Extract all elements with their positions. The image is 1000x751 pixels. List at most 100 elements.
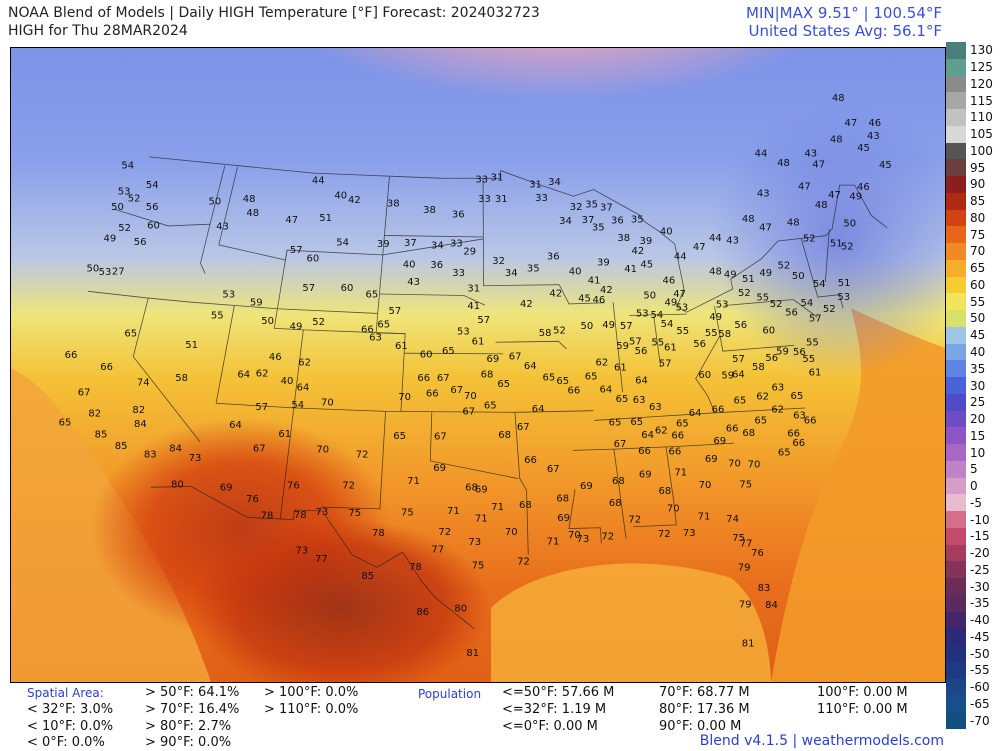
temperature-label: 52 — [778, 261, 791, 272]
temperature-label: 76 — [287, 480, 300, 491]
temperature-label: 72 — [356, 450, 369, 461]
temperature-label: 45 — [857, 143, 870, 154]
temperature-label: 50 — [209, 197, 222, 208]
pop-le32: <=32°F: 1.19 M — [502, 702, 607, 717]
temperature-label: 51 — [742, 274, 755, 285]
temperature-label: 55 — [705, 328, 718, 339]
temperature-label: 65 — [676, 419, 689, 430]
temperature-label: 60 — [147, 220, 160, 231]
temperature-label: 29 — [463, 247, 476, 258]
temperature-label: 55 — [806, 338, 819, 349]
temperature-label: 72 — [601, 531, 614, 542]
colorbar-swatch — [946, 209, 966, 227]
colorbar-tick-label: 110 — [970, 110, 993, 125]
temperature-label: 31 — [529, 180, 542, 191]
temperature-label: 69 — [713, 436, 726, 447]
stat-lt32: < 32°F: 3.0% — [27, 702, 114, 717]
atlantic-warm-area — [771, 308, 945, 682]
temperature-label: 60 — [420, 350, 433, 361]
state-line-wa-id — [200, 165, 226, 274]
temperature-label: 63 — [793, 410, 806, 421]
temperature-label: 79 — [738, 562, 751, 573]
temperature-label: 85 — [95, 429, 108, 440]
colorbar-swatch — [946, 410, 966, 428]
colorbar-swatch — [946, 109, 966, 127]
state-borders — [88, 156, 888, 630]
temperature-label: 46 — [857, 182, 870, 193]
pop-le0: <=0°F: 0.00 M — [502, 719, 598, 734]
colorbar-tick-label: 105 — [970, 127, 993, 142]
pop-80: 80°F: 17.36 M — [659, 702, 750, 717]
colorbar-tick-label: 15 — [970, 428, 986, 443]
temperature-label: 71 — [475, 514, 488, 525]
colorbar-tick-label: 25 — [970, 395, 986, 410]
temperature-label: 69 — [487, 354, 500, 365]
colorbar-swatch — [946, 226, 966, 244]
temperature-label: 67 — [437, 373, 450, 384]
colorbar-tick-label: 95 — [970, 160, 986, 175]
colorbar-swatch — [946, 393, 966, 412]
temperature-label: 47 — [759, 222, 772, 233]
temperature-label: 66 — [361, 325, 374, 336]
temperature-label: 67 — [462, 406, 475, 417]
temperature-label: 41 — [467, 301, 480, 312]
colorbar-tick-label: 55 — [970, 294, 986, 309]
temperature-label: 76 — [246, 494, 259, 505]
temperature-label: 75 — [348, 508, 361, 519]
temperature-label: 54 — [661, 319, 674, 330]
temperature-label: 48 — [787, 217, 800, 228]
temperature-label: 53 — [716, 300, 729, 311]
temperature-label: 53 — [636, 309, 649, 320]
colorbar-tick-label: 75 — [970, 227, 986, 242]
temperature-label: 41 — [588, 276, 601, 287]
temperature-label: 67 — [78, 388, 91, 399]
temperature-label: 49 — [709, 312, 722, 323]
colorbar-swatch — [946, 159, 966, 177]
colorbar-swatch — [946, 360, 966, 378]
temperature-label: 47 — [845, 118, 858, 129]
temperature-label: 43 — [407, 277, 420, 288]
temperature-label: 70 — [728, 459, 741, 470]
temperature-label: 49 — [849, 191, 862, 202]
state-line-ca-nv — [132, 297, 201, 442]
temperature-label: 61 — [278, 429, 291, 440]
pop-100: 100°F: 0.00 M — [817, 685, 908, 700]
temperature-label: 34 — [505, 268, 518, 279]
colorbar-tick-label: -65 — [970, 696, 990, 711]
temperature-label: 64 — [237, 370, 250, 381]
temperature-label: 49 — [290, 322, 303, 333]
temperature-label: 39 — [640, 236, 653, 247]
pop-90: 90°F: 0.00 M — [659, 719, 742, 734]
temperature-label: 68 — [609, 498, 622, 509]
colorbar-tick-label: -60 — [970, 680, 990, 695]
temperature-label: 64 — [229, 420, 242, 431]
temperature-label: 39 — [597, 258, 610, 269]
temperature-label: 46 — [868, 118, 881, 129]
temperature-label: 57 — [809, 313, 822, 324]
pop-110: 110°F: 0.00 M — [817, 702, 908, 717]
temperature-label: 71 — [447, 506, 460, 517]
temperature-label: 43 — [726, 235, 739, 246]
temperature-label: 48 — [742, 214, 755, 225]
state-line-wv — [695, 335, 721, 413]
temperature-label: 70 — [568, 530, 581, 541]
temperature-label: 50 — [792, 271, 805, 282]
temperature-label: 51 — [830, 239, 843, 250]
temperature-label: 51 — [838, 278, 851, 289]
temperature-label: 54 — [651, 310, 664, 321]
temperature-label: 57 — [255, 402, 268, 413]
temperature-label: 34 — [431, 240, 444, 251]
temperature-label: 33 — [452, 268, 465, 279]
colorbar-tick-label: -45 — [970, 629, 990, 644]
colorbar-tick-label: 85 — [970, 194, 986, 209]
colorbar-swatch — [946, 661, 966, 680]
state-line-la-ms — [568, 489, 602, 544]
map-subtitle: HIGH for Thu 28MAR2024 — [8, 23, 188, 39]
colorbar-swatch — [946, 377, 966, 395]
temperature-label: 85 — [115, 441, 128, 452]
canada-cold-area — [251, 48, 811, 198]
temperature-label: 69 — [475, 484, 488, 495]
temperature-label: 56 — [134, 237, 147, 248]
us-mexico-border — [150, 485, 475, 630]
